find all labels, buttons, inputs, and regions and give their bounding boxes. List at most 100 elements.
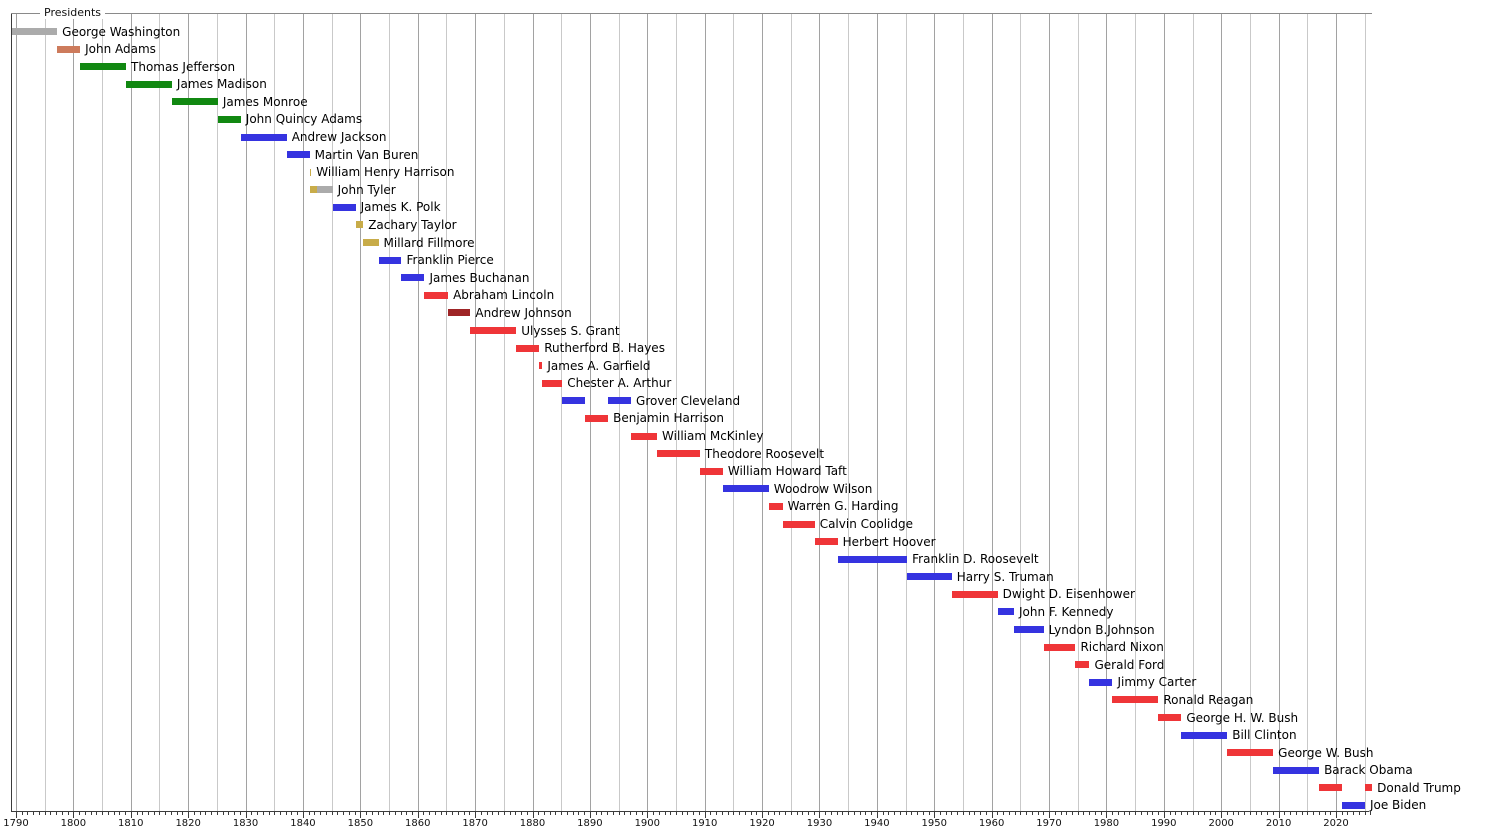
president-label: Martin Van Buren	[314, 147, 419, 162]
term-bar	[217, 115, 241, 123]
term-bar	[316, 186, 333, 194]
gridline	[73, 13, 75, 811]
term-bar	[585, 414, 609, 422]
axis-tick-label: 1870	[462, 818, 488, 829]
minor-tick	[601, 811, 603, 815]
axis-tick-label: 1810	[118, 818, 144, 829]
axis-tick-label: 2000	[1208, 818, 1234, 829]
minor-tick	[377, 811, 379, 815]
minor-tick	[38, 811, 40, 815]
minor-tick	[739, 811, 741, 815]
minor-tick	[894, 811, 896, 815]
minor-tick	[1353, 811, 1355, 815]
minor-tick	[687, 811, 689, 815]
major-tick	[704, 811, 706, 818]
minor-tick	[538, 811, 540, 815]
term-bar	[1075, 661, 1090, 669]
term-bar	[699, 467, 723, 475]
axis-tick-label: 1880	[519, 818, 546, 829]
major-tick	[819, 811, 821, 818]
president-label: Donald Trump	[1377, 780, 1461, 795]
major-tick	[1049, 811, 1051, 818]
minor-tick	[366, 811, 368, 815]
term-bar	[1089, 678, 1113, 686]
minor-tick	[136, 811, 138, 815]
minor-tick	[716, 811, 718, 815]
minor-tick	[664, 811, 666, 815]
minor-tick	[119, 811, 121, 815]
gridline	[1020, 13, 1022, 811]
minor-tick	[899, 811, 901, 815]
minor-tick	[1244, 811, 1246, 815]
minor-tick	[1037, 811, 1039, 815]
minor-tick	[1347, 811, 1349, 815]
minor-tick	[331, 811, 333, 815]
minor-tick	[411, 811, 413, 815]
major-tick	[532, 811, 534, 818]
president-label: Bill Clinton	[1232, 728, 1297, 743]
minor-tick	[653, 811, 655, 815]
minor-tick	[607, 811, 609, 815]
term-bar	[516, 344, 540, 352]
minor-tick	[297, 811, 299, 815]
minor-tick	[50, 811, 52, 815]
minor-tick	[90, 811, 92, 815]
major-tick	[73, 811, 75, 818]
president-label: Rutherford B. Hayes	[544, 341, 665, 356]
axis-tick-label: 1970	[1036, 818, 1062, 829]
term-bar	[171, 98, 218, 106]
minor-tick	[274, 811, 276, 815]
term-bar	[309, 168, 312, 176]
minor-tick	[113, 811, 115, 815]
gridline	[991, 13, 993, 811]
axis-tick-label: 1920	[749, 818, 775, 829]
axis-tick-label: 1820	[175, 818, 201, 829]
minor-tick	[853, 811, 855, 815]
president-label: James Monroe	[222, 94, 308, 109]
term-bar	[951, 590, 998, 598]
minor-tick	[457, 811, 459, 815]
president-label: Barack Obama	[1324, 763, 1413, 778]
minor-tick	[962, 811, 964, 815]
major-tick	[1335, 811, 1337, 818]
minor-tick	[968, 811, 970, 815]
gridline	[1249, 13, 1251, 811]
minor-tick	[434, 811, 436, 815]
gridline	[389, 13, 391, 811]
minor-tick	[400, 811, 402, 815]
minor-tick	[980, 811, 982, 815]
term-bar	[1181, 731, 1228, 739]
major-tick	[589, 811, 591, 818]
minor-tick	[142, 811, 144, 815]
minor-tick	[1008, 811, 1010, 815]
minor-tick	[1238, 811, 1240, 815]
minor-tick	[228, 811, 230, 815]
minor-tick	[521, 811, 523, 815]
term-bar	[1158, 714, 1182, 721]
minor-tick	[251, 811, 253, 815]
gridline	[1278, 13, 1280, 811]
gridline	[1307, 13, 1309, 811]
minor-tick	[1261, 811, 1263, 815]
minor-tick	[595, 811, 597, 815]
minor-tick	[262, 811, 264, 815]
minor-tick	[429, 811, 431, 815]
minor-tick	[480, 811, 482, 815]
minor-tick	[612, 811, 614, 815]
axis-tick-label: 1910	[691, 818, 718, 829]
minor-tick	[239, 811, 241, 815]
term-bar	[1014, 626, 1044, 634]
major-tick	[188, 811, 190, 818]
minor-tick	[1301, 811, 1303, 815]
gridline	[618, 13, 620, 811]
minor-tick	[1313, 811, 1315, 815]
minor-tick	[33, 811, 35, 815]
minor-tick	[222, 811, 224, 815]
minor-tick	[165, 811, 167, 815]
minor-tick	[928, 811, 930, 815]
axis-tick-label: 1790	[3, 818, 29, 829]
minor-tick	[1060, 811, 1062, 815]
minor-tick	[1318, 811, 1320, 815]
minor-tick	[56, 811, 58, 815]
minor-tick	[153, 811, 155, 815]
